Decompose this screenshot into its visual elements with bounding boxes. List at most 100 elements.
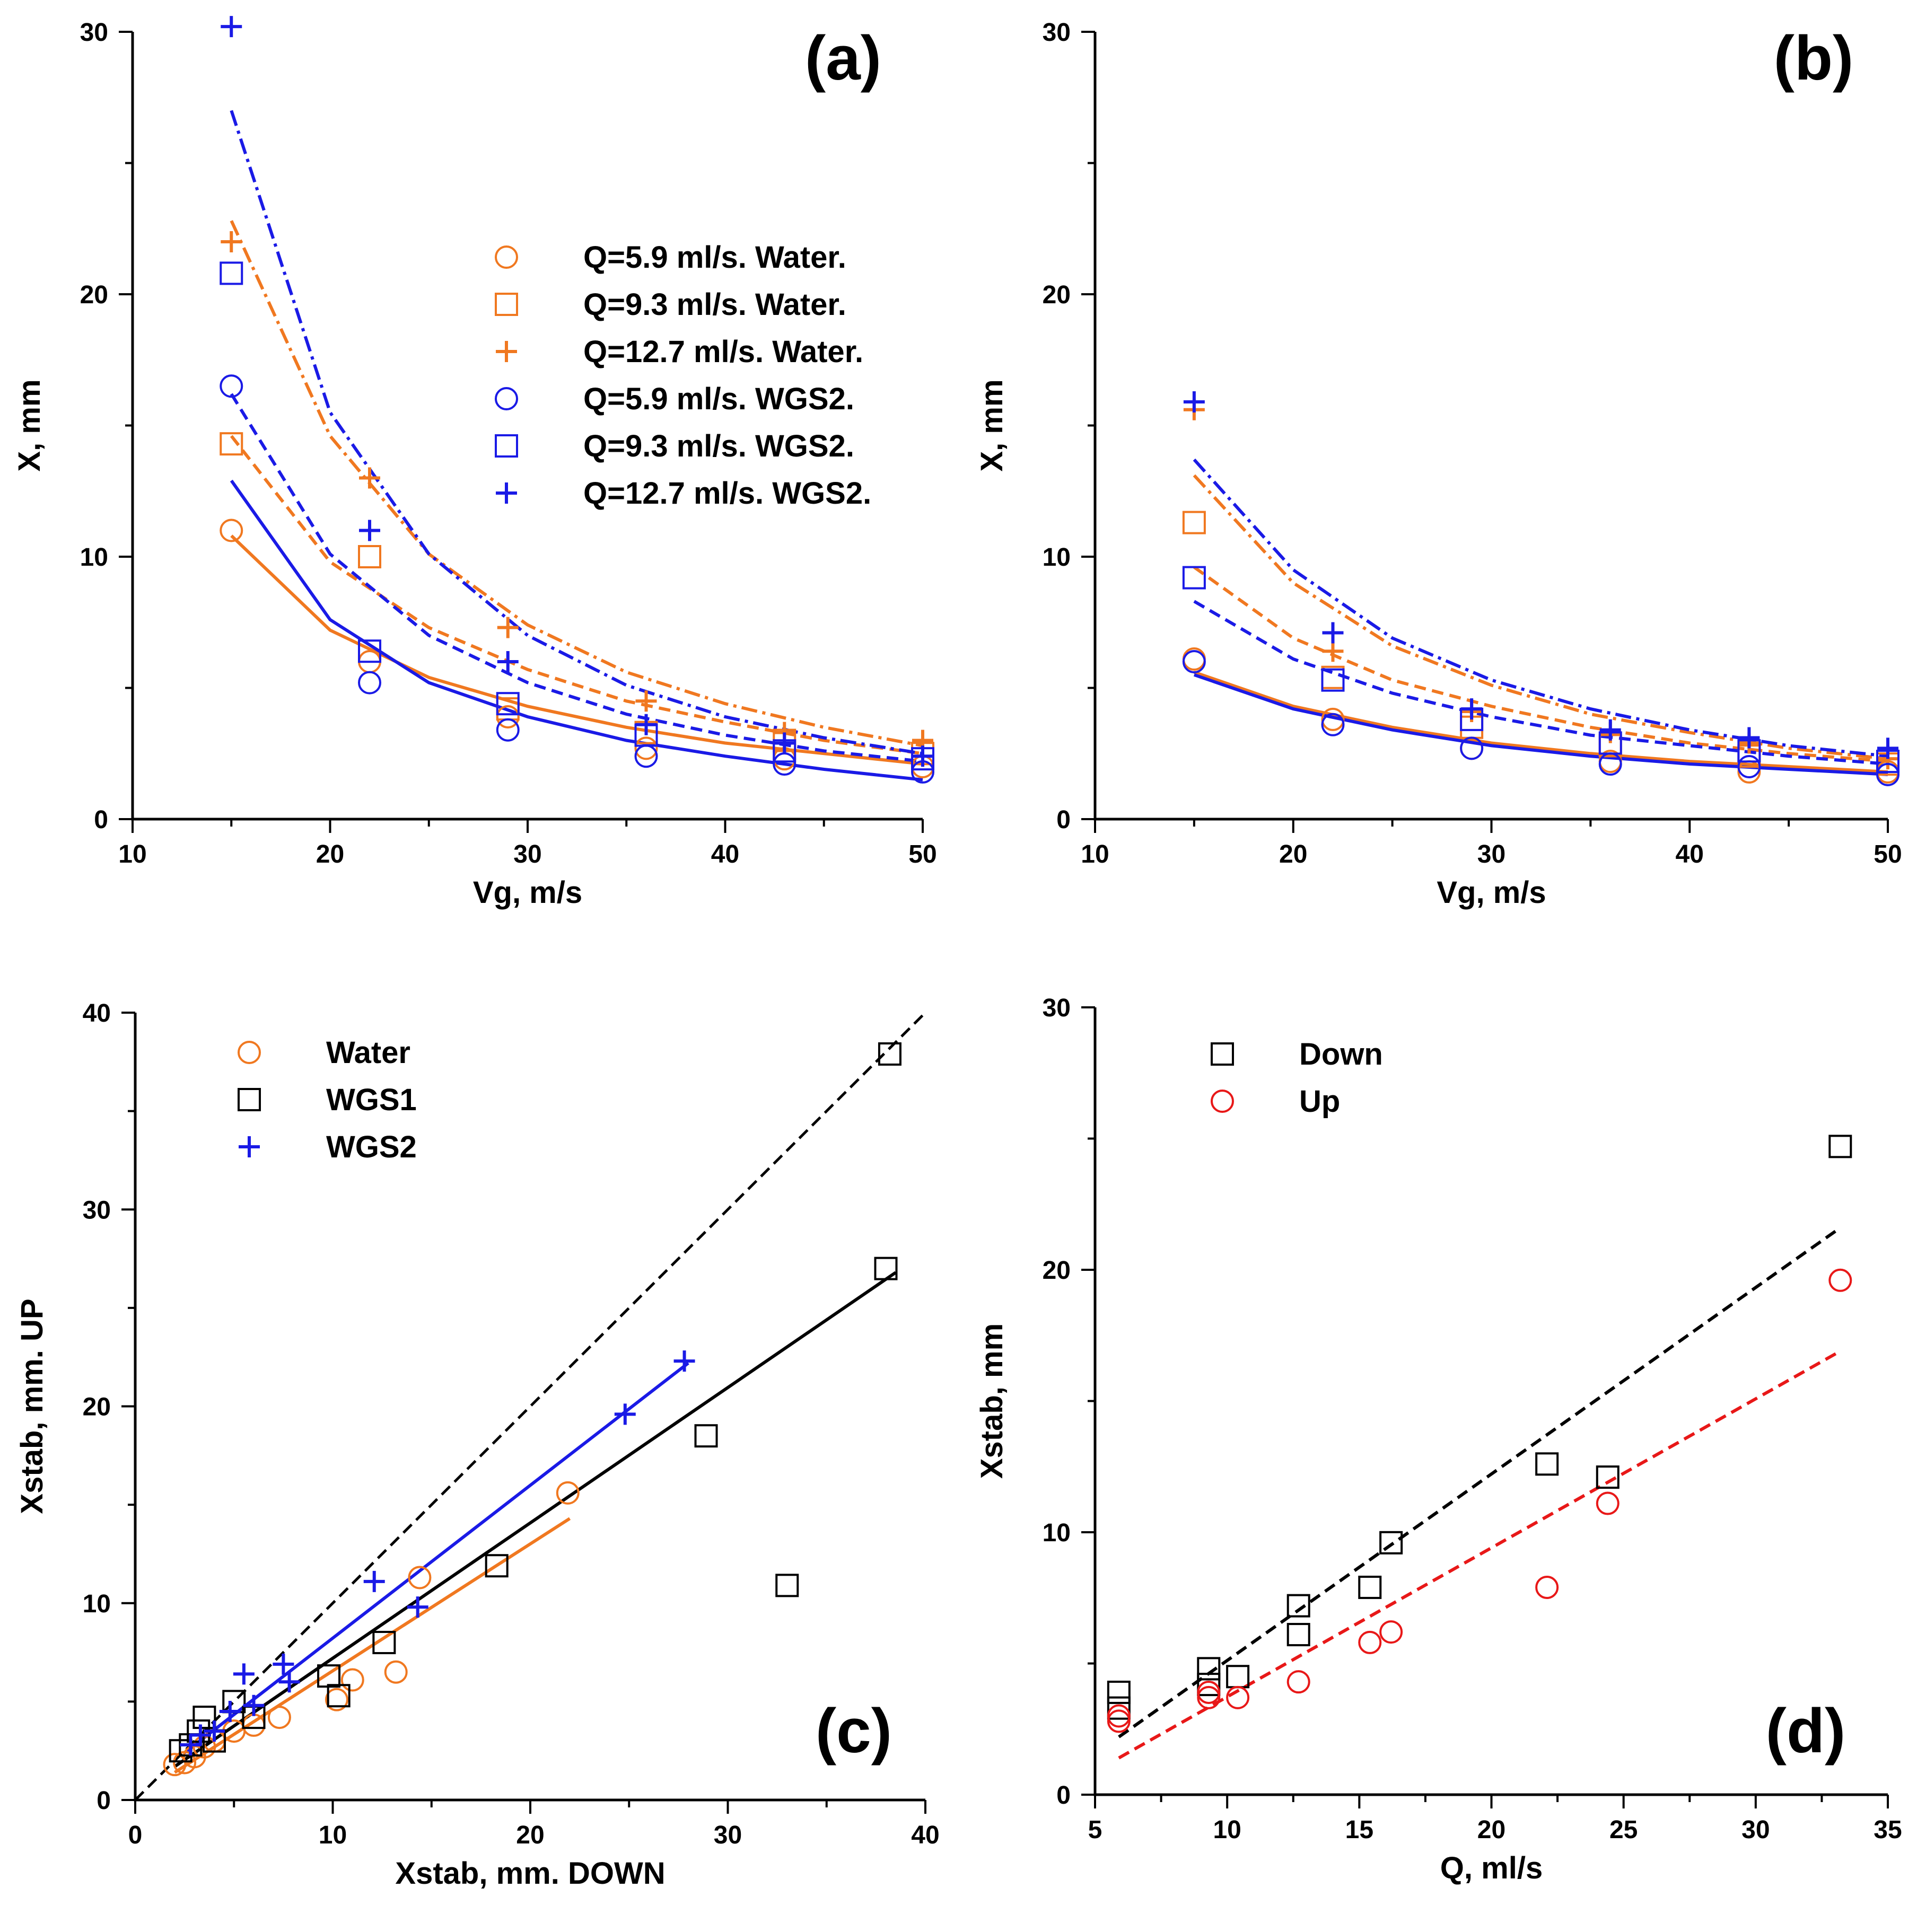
data-point [1107,1709,1131,1733]
x-tick-label: 15 [1345,1816,1373,1844]
y-tick-label: 10 [80,543,108,572]
legend-entry: Q=5.9 ml/s. WGS2. [583,382,854,416]
fit-line [173,1271,897,1768]
data-point [1876,762,1900,786]
data-point [363,1570,385,1592]
y-tick-label: 10 [1043,1519,1071,1547]
y-tick-label: 20 [1043,281,1071,309]
data-point [163,1753,187,1777]
x-tick-label: 30 [714,1821,742,1849]
legend-entry: Up [1299,1084,1340,1119]
data-point [635,690,657,712]
x-tick-label: 40 [1676,840,1704,868]
y-tick-label: 10 [1043,543,1071,572]
fit-curve [1193,670,1888,774]
y-tick-label: 40 [83,999,111,1028]
y-tick-label: 20 [1043,1257,1071,1285]
y-tick-label: 30 [80,19,108,47]
legend-marker [1211,1042,1234,1066]
legend-marker [238,1088,261,1111]
data-point [496,692,520,716]
data-point [325,1688,348,1711]
data-point [220,374,243,398]
data-point [1828,1135,1852,1158]
reference-line [134,1012,926,1801]
data-point [267,1706,291,1729]
data-point [775,1574,799,1597]
data-point [189,1724,211,1746]
x-tick-label: 20 [1477,1816,1505,1844]
data-point [220,519,243,542]
data-point [1460,736,1484,760]
fit-curve [1193,600,1888,766]
data-point [359,520,380,541]
legend-marker [495,434,518,458]
data-point [273,1653,294,1675]
data-point [1322,622,1344,644]
y-axis-title: X, mm [975,379,1009,471]
data-point [1286,1594,1310,1618]
data-point [1877,737,1898,759]
data-point [1197,1673,1221,1697]
fit-line [1118,1226,1842,1738]
y-tick-label: 0 [1056,1781,1071,1810]
legend-marker [1211,1090,1234,1113]
data-point [219,1700,241,1722]
fit-curve [230,393,923,763]
legend: Water WGS1 WGS2 [238,1035,417,1164]
fit-line [183,1362,689,1754]
y-tick-label: 0 [97,1787,111,1815]
y-axis-title: Xstab, mm [975,1323,1009,1479]
data-point [1183,391,1205,412]
data-point [1286,1623,1310,1647]
data-point [1197,1680,1221,1704]
x-tick-label: 25 [1609,1816,1638,1844]
data-point [1596,1465,1620,1489]
data-point [1358,1630,1382,1654]
legend-entry: WGS2 [326,1130,417,1164]
data-point [497,651,519,672]
y-tick-label: 0 [94,806,108,834]
panel-letter: (b) [1774,23,1854,93]
x-axis-title: Vg, m/s [1437,875,1546,910]
data-point [1828,1268,1852,1292]
x-tick-label: 20 [1279,840,1307,868]
data-point [1322,640,1344,662]
data-point [1596,1491,1620,1515]
x-tick-label: 40 [711,840,739,868]
data-point [1321,713,1345,736]
data-point [1107,1704,1131,1728]
legend-entry: WGS1 [326,1083,417,1117]
data-point [774,732,795,754]
legend-entry: Q=9.3 ml/s. WGS2. [583,429,854,463]
x-tick-label: 10 [1213,1816,1241,1844]
data-point [485,1554,509,1578]
legend-entry: Q=12.7 ml/s. Water. [583,335,863,369]
data-point [1738,727,1760,749]
fit-curve [1193,566,1888,763]
legend-entry: Down [1299,1037,1383,1072]
data-point [1599,719,1621,741]
x-tick-label: 35 [1874,1816,1902,1844]
data-point [192,1706,216,1729]
fit-curve [1193,458,1888,758]
data-point [278,1671,300,1693]
y-axis-title: Xstab, mm. UP [15,1298,49,1514]
data-point [614,1403,636,1425]
data-point [358,671,381,695]
data-point [358,545,381,568]
x-axis-title: Xstab, mm. DOWN [395,1856,665,1891]
x-tick-label: 50 [908,840,936,868]
legend-entry: Q=12.7 ml/s. WGS2. [583,476,871,511]
data-point [1107,1696,1131,1720]
fit-curve [230,479,923,781]
x-tick-label: 20 [516,1821,544,1849]
data-point [221,231,242,252]
y-tick-label: 20 [80,281,108,309]
x-axis-title: Q, ml/s [1440,1851,1543,1885]
data-point [340,1668,364,1692]
legend-marker [495,293,518,316]
x-tick-label: 30 [1741,1816,1770,1844]
chart-c: 0 10 20 30 40 0 10 20 30 40 Xstab, mm. DOWN Xstab, … [15,999,940,1891]
